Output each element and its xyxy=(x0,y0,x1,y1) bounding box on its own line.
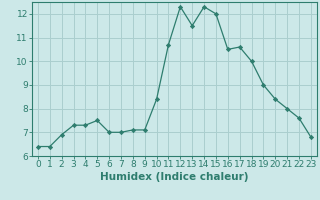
X-axis label: Humidex (Indice chaleur): Humidex (Indice chaleur) xyxy=(100,172,249,182)
